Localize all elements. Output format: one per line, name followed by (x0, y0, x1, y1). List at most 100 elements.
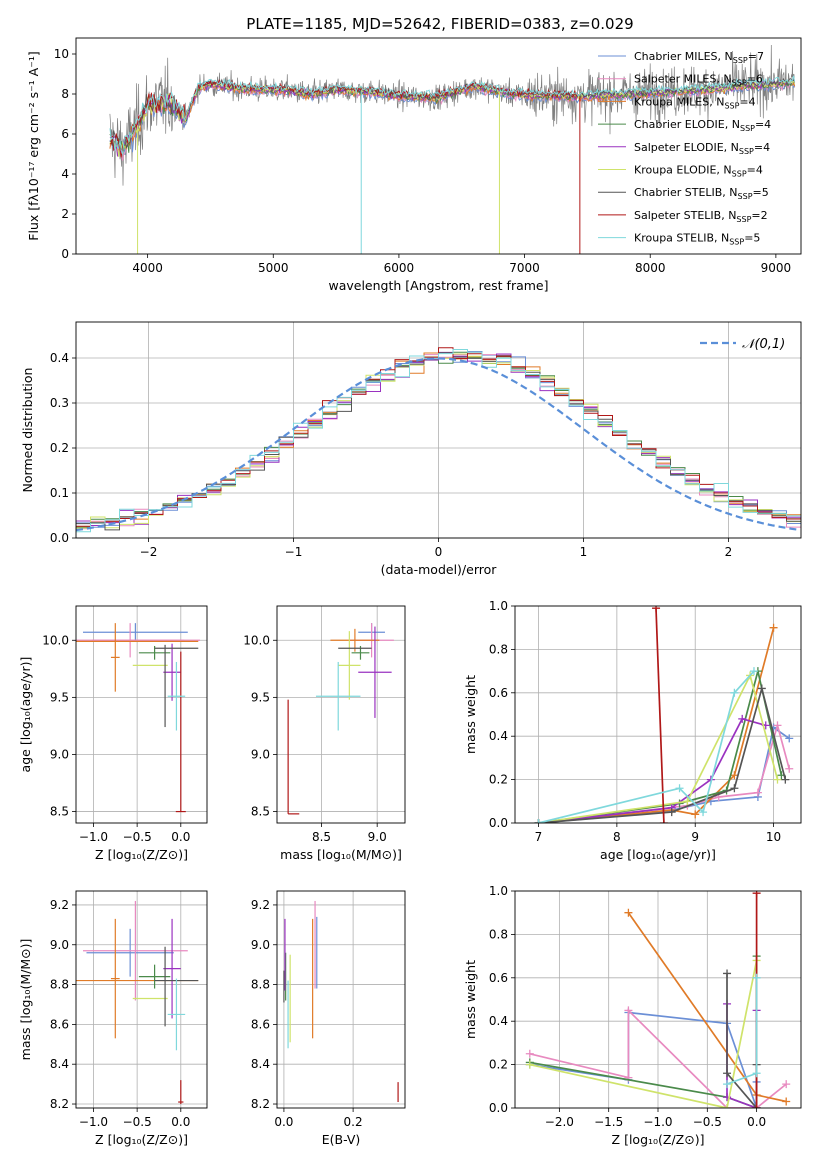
chart-mass_vs_Z: −1.0 −0.5 0.0 8.2 8.4 8.6 8.8 9.0 9.2 Z [log₁₀(Z/… (18, 890, 208, 1147)
x-tick-label: 0.2 (344, 1115, 363, 1129)
weight-marker (667, 808, 676, 817)
y-tick-label: 8.6 (251, 1017, 270, 1031)
axes-frame (514, 890, 802, 1109)
weight-marker (752, 1069, 761, 1078)
y-tick-label: 0.8 (489, 927, 508, 941)
x-tick-label: 2 (725, 545, 733, 559)
plot-area (534, 606, 794, 823)
y-tick-label: 0.2 (489, 773, 508, 787)
weight-marker (757, 684, 766, 693)
y-tick-label: 1.0 (489, 884, 508, 898)
y-tick-label: 8 (61, 87, 69, 101)
weight-marker (781, 775, 790, 784)
x-axis-label: (data-model)/error (381, 562, 498, 577)
weight-line-salpeter_elodie (726, 1003, 758, 1108)
weight-marker (525, 1060, 534, 1069)
y-tick-label: 4 (61, 167, 69, 181)
chart-weight_vs_age: 7 8 9 10 0.0 0.2 0.4 0.6 0.8 1.0 age [log₁₀(age/yr… (463, 599, 802, 862)
y-axis-label: mass weight (463, 960, 478, 1039)
axes-frame (75, 605, 208, 824)
weight-marker (782, 1097, 791, 1106)
x-tick-label: −2 (140, 545, 158, 559)
legend-label: Chabrier ELODIE, NSSP=4 (634, 118, 771, 133)
plot-area (525, 891, 791, 1108)
normal-curve (76, 357, 799, 532)
weight-marker (723, 1104, 732, 1108)
x-tick-label: 0.0 (171, 1115, 190, 1129)
y-tick-label: 9.5 (251, 690, 270, 704)
weight-marker (624, 908, 633, 917)
grid (277, 891, 405, 1108)
weight-line-kroupa_elodie (538, 672, 779, 823)
weight-line-kroupa_elodie (529, 960, 758, 1108)
weight-marker (624, 1006, 633, 1015)
x-tick-label: 9.0 (368, 830, 387, 844)
axes-frame (75, 890, 208, 1109)
weight-marker (782, 1080, 791, 1089)
weight-marker (534, 819, 543, 823)
x-tick-label: 8.5 (312, 830, 331, 844)
weight-marker (723, 969, 732, 978)
y-tick-label: 0.2 (50, 441, 69, 455)
legend-label: Kroupa STELIB, NSSP=5 (634, 232, 760, 247)
y-tick-label: 10.0 (243, 633, 270, 647)
y-tick-label: 9.0 (50, 938, 69, 952)
weight-marker (752, 973, 761, 982)
normal-legend-label: 𝒩(0,1) (742, 337, 785, 352)
y-axis-label: mass weight (463, 675, 478, 754)
x-tick-label: 0.0 (171, 830, 190, 844)
x-axis-label: Z [log₁₀(Z/Z⊙)] (612, 1132, 705, 1147)
plot-area (76, 900, 199, 1105)
chart-age_vs_Z: −1.0 −0.5 0.0 8.5 9.0 9.5 10.0 Z [log₁₀(Z/Z⊙)] a… (18, 605, 208, 862)
y-tick-label: 6 (61, 127, 69, 141)
weight-marker (723, 1080, 732, 1089)
y-tick-label: 0.3 (50, 396, 69, 410)
weight-marker (773, 775, 782, 784)
chart-weight_vs_Z: −2.0 −1.5 −1.0 −0.5 0.0 0.0 0.2 0.4 0.6 0.8 1.0 Z [… (463, 884, 802, 1147)
y-tick-label: 1.0 (489, 599, 508, 613)
spectrum-legend: Chabrier MILES, NSSP=7 Salpeter MILES, NS… (598, 50, 771, 247)
axes-frame (514, 605, 802, 824)
chart-age_vs_mass: 8.5 9.0 8.5 9.0 9.5 10.0 mass [log₁₀(M/M⊙)] (243, 605, 406, 862)
x-tick-label: 6000 (384, 261, 415, 275)
y-tick-label: 0 (61, 247, 69, 261)
y-tick-label: 0.1 (50, 486, 69, 500)
y-tick-label: 9.0 (251, 747, 270, 761)
grid (515, 890, 801, 1109)
weight-line-salpeter_stelib (655, 608, 665, 823)
legend-label: Chabrier STELIB, NSSP=5 (634, 186, 769, 201)
y-tick-label: 8.2 (251, 1097, 270, 1111)
y-tick-label: 8.4 (50, 1057, 69, 1071)
x-axis-label: E(B-V) (322, 1132, 361, 1147)
y-tick-label: 8.8 (251, 978, 270, 992)
weight-marker (675, 784, 684, 793)
y-tick-label: 0.6 (489, 686, 508, 700)
y-tick-label: 0.2 (489, 1058, 508, 1072)
y-tick-label: 9.5 (50, 690, 69, 704)
weight-marker (773, 721, 782, 730)
weight-marker (752, 1104, 761, 1108)
x-tick-label: 7 (535, 830, 543, 844)
weight-marker (785, 764, 794, 773)
plot-area (76, 347, 801, 538)
legend-label: Kroupa MILES, NSSP=4 (634, 95, 756, 110)
y-tick-label: 9.2 (251, 898, 270, 912)
y-tick-label: 0.0 (489, 1101, 508, 1115)
grid (277, 606, 405, 823)
y-tick-label: 10.0 (42, 633, 69, 647)
grid (76, 891, 207, 1108)
plot-area (283, 900, 399, 1103)
legend-label: Salpeter MILES, NSSP=6 (634, 73, 763, 88)
x-tick-label: −1.5 (594, 1115, 623, 1129)
legend-label: Salpeter ELODIE, NSSP=4 (634, 141, 770, 156)
legend-label: Chabrier MILES, NSSP=7 (634, 50, 764, 65)
y-tick-label: 0.6 (489, 971, 508, 985)
x-axis-label: mass [log₁₀(M/M⊙)] (280, 847, 402, 862)
axes-frame (75, 321, 802, 539)
y-tick-label: 0.4 (489, 1014, 508, 1028)
y-tick-label: 9.0 (50, 747, 69, 761)
x-tick-label: 1 (580, 545, 588, 559)
y-tick-label: 0.4 (50, 351, 69, 365)
y-tick-label: 8.8 (50, 978, 69, 992)
weight-marker (525, 1049, 534, 1058)
